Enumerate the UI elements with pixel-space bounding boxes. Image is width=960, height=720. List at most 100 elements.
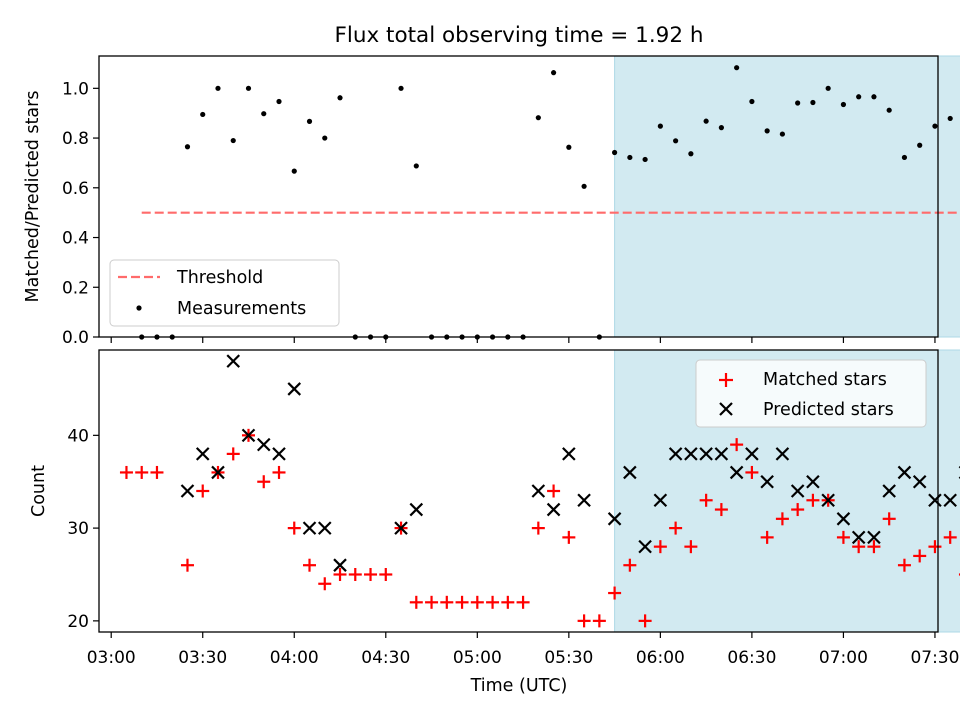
predicted-legend-swatch — [719, 402, 733, 416]
predicted-star-marker — [790, 484, 805, 498]
matched-stars-markers — [119, 428, 960, 628]
ratio-y-tick-label: 0.6 — [62, 179, 89, 199]
matched-star-marker — [638, 614, 652, 628]
predicted-star-marker — [668, 447, 683, 461]
matched-star-marker — [379, 567, 393, 581]
matched-star-marker — [791, 503, 805, 517]
time-x-tick-label: 05:30 — [544, 648, 593, 668]
matched-star-marker — [562, 530, 576, 544]
matched-star-marker — [119, 465, 133, 479]
predicted-stars-markers — [180, 354, 960, 572]
matched-star-marker — [287, 521, 301, 535]
measurement-point — [322, 135, 328, 141]
measurement-point — [215, 85, 221, 91]
predicted-star-marker — [699, 447, 713, 461]
matched-star-marker — [501, 595, 515, 609]
predicted-star-marker — [302, 521, 317, 535]
matched-legend-label: Matched stars — [763, 370, 887, 390]
count-y-tick-label: 20 — [67, 612, 89, 632]
measurement-point — [673, 138, 679, 144]
measurement-point — [642, 156, 648, 163]
predicted-star-marker — [806, 474, 820, 489]
measurement-point — [245, 85, 252, 91]
time-x-tick-label: 03:00 — [87, 648, 136, 668]
predicted-star-marker — [607, 512, 622, 526]
matched-star-marker — [409, 595, 423, 609]
matched-star-marker — [547, 484, 561, 498]
predicted-star-marker — [577, 493, 591, 508]
matched-star-marker — [943, 530, 957, 544]
predicted-star-marker — [653, 493, 668, 508]
predicted-star-marker — [836, 512, 851, 526]
predicted-star-marker — [211, 465, 225, 480]
measurement-point — [703, 118, 709, 124]
threshold-legend-label: Threshold — [176, 268, 263, 288]
ratio-x-tick-marks — [110, 337, 936, 343]
matched-star-marker — [272, 465, 286, 479]
predicted-star-marker — [333, 558, 347, 572]
matched-star-marker — [226, 447, 240, 461]
measurement-point — [871, 94, 877, 100]
matched-star-marker — [592, 614, 606, 628]
measurement-point — [825, 85, 831, 91]
ratio-y-tick-label: 0.4 — [62, 229, 89, 249]
measurement-point — [917, 142, 923, 148]
predicted-star-marker — [684, 447, 698, 461]
predicted-star-marker — [943, 493, 957, 508]
predicted-star-marker — [745, 447, 759, 461]
matched-star-marker — [928, 540, 942, 554]
time-x-tick-label: 04:30 — [361, 648, 410, 668]
matched-star-marker — [150, 465, 164, 479]
predicted-star-marker — [546, 502, 561, 517]
ratio-legend-box — [109, 259, 340, 327]
predicted-star-marker — [882, 484, 896, 498]
ratio-plot-frame — [98, 55, 939, 338]
measurement-point — [276, 98, 282, 105]
measurements-legend-swatch — [136, 305, 142, 311]
measurement-point — [886, 107, 892, 113]
predicted-star-marker — [867, 530, 881, 545]
matched-star-marker — [303, 558, 317, 572]
matched-star-marker — [257, 475, 271, 489]
matched-star-marker — [714, 503, 728, 517]
measurement-point — [261, 111, 267, 117]
predicted-star-marker — [897, 465, 912, 480]
matched-star-marker — [364, 567, 378, 581]
matched-star-marker — [775, 512, 789, 526]
measurement-point — [795, 100, 801, 106]
measurement-points — [139, 65, 953, 340]
time-x-tick-label: 03:30 — [178, 648, 227, 668]
measurement-point — [230, 137, 236, 144]
measurement-point — [612, 149, 618, 156]
matched-star-marker — [135, 465, 149, 479]
measurement-point — [184, 144, 191, 150]
predicted-star-marker — [195, 447, 210, 461]
matched-star-marker — [653, 540, 667, 554]
predicted-legend-label: Predicted stars — [763, 400, 894, 420]
measurement-point — [337, 95, 343, 101]
predicted-star-marker — [531, 484, 546, 498]
measurement-point — [291, 168, 297, 174]
measurement-point — [718, 125, 724, 131]
count-legend: Matched stars Predicted stars — [695, 359, 927, 428]
time-axis-label: Time (UTC) — [470, 676, 568, 696]
ratio-y-tick-label: 0.0 — [62, 328, 89, 348]
matched-star-marker — [486, 595, 500, 609]
matched-star-marker — [348, 567, 362, 581]
matched-star-marker — [470, 595, 484, 609]
measurement-point — [856, 94, 862, 100]
observing-window-shade — [614, 55, 960, 338]
matched-star-marker — [745, 465, 759, 479]
measurement-point — [779, 131, 786, 137]
predicted-star-marker — [256, 437, 271, 452]
time-x-axis: 03:00 03:30 04:00 04:30 05:00 05:30 06:00 06:30… — [87, 632, 959, 668]
measurement-point — [413, 163, 419, 169]
predicted-star-marker — [851, 530, 866, 545]
matched-star-marker — [684, 540, 698, 554]
matched-star-marker — [531, 521, 545, 535]
measurement-point — [810, 99, 816, 106]
predicted-star-marker — [317, 521, 332, 535]
predicted-star-marker — [821, 493, 835, 508]
predicted-star-marker — [226, 354, 241, 368]
matched-star-marker — [425, 595, 439, 609]
